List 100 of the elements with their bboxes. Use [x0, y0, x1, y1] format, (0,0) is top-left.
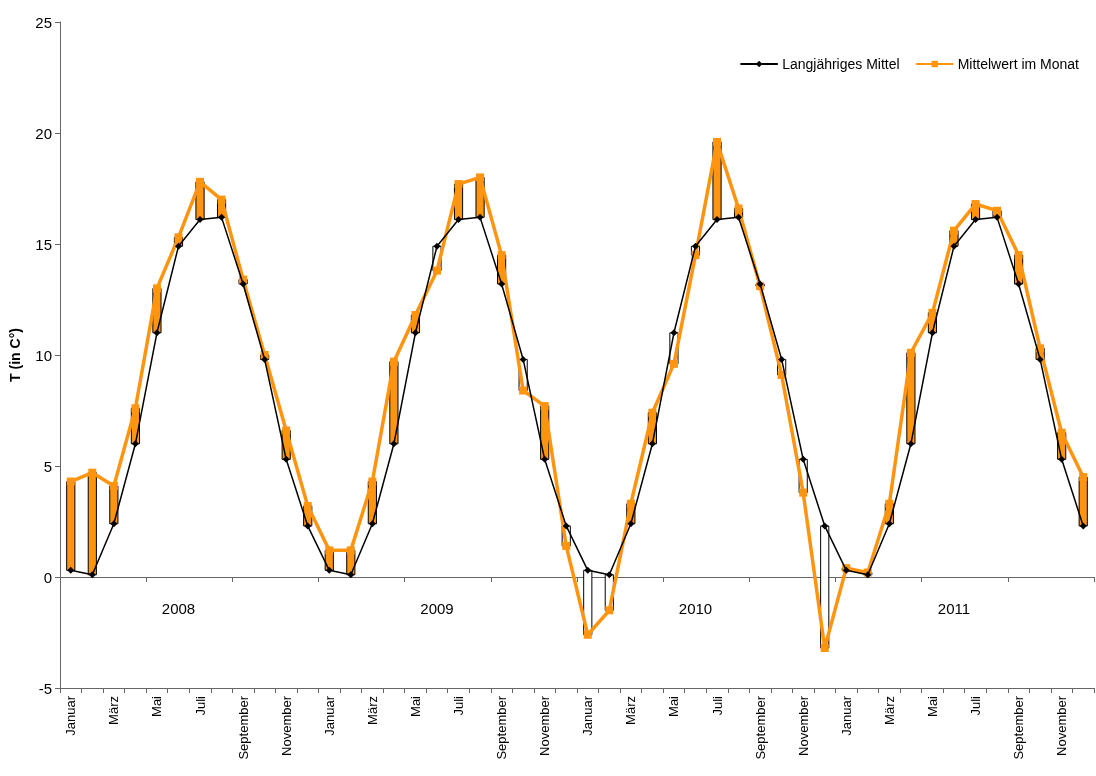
point	[174, 242, 182, 250]
point	[713, 216, 721, 224]
x-tick-label: Juli	[968, 695, 984, 716]
point	[390, 440, 398, 448]
point	[541, 455, 549, 463]
point	[928, 329, 936, 337]
point	[66, 477, 75, 486]
point	[993, 206, 1002, 215]
point	[88, 468, 97, 477]
point	[1015, 280, 1023, 288]
x-tick-label: September	[235, 695, 251, 760]
point	[282, 426, 291, 435]
point	[174, 233, 183, 242]
point	[368, 477, 377, 486]
point	[110, 520, 118, 528]
x-tick-label: November	[278, 695, 294, 756]
x-tick-label: November	[1054, 695, 1070, 756]
x-tick-label: November	[537, 695, 553, 756]
x-tick-label: September	[752, 695, 768, 760]
x-tick-label: März	[623, 696, 639, 725]
legend-label: Mittelwert im Monat	[957, 56, 1080, 72]
x-tick-label: Mai	[407, 695, 423, 717]
point	[303, 501, 312, 510]
point	[562, 522, 570, 530]
x-tick-label: März	[106, 696, 122, 725]
point	[346, 546, 355, 555]
point	[1058, 455, 1066, 463]
point	[713, 137, 722, 146]
point	[626, 499, 635, 508]
point	[691, 242, 699, 250]
point	[109, 481, 118, 490]
x-tick-label: März	[881, 696, 897, 725]
x-tick-label: Januar	[838, 695, 854, 736]
x-tick-label: Januar	[580, 695, 596, 736]
point	[455, 216, 463, 224]
point	[799, 488, 808, 497]
point	[519, 355, 527, 363]
x-tick-label: Mai	[666, 695, 682, 717]
y-tick-label: 15	[35, 235, 52, 253]
legend-label: Langjähriges Mittel	[782, 56, 900, 72]
point	[778, 355, 786, 363]
point	[885, 499, 894, 508]
point	[131, 440, 139, 448]
x-tick-label: Juli	[709, 695, 725, 716]
point	[196, 177, 205, 186]
point	[498, 280, 506, 288]
y-tick-label: 20	[35, 124, 52, 142]
point	[476, 213, 484, 221]
point	[325, 546, 334, 555]
point	[907, 440, 915, 448]
point	[411, 311, 420, 320]
x-tick-label: September	[1011, 695, 1027, 760]
annotation: 2009	[420, 599, 454, 617]
point	[217, 195, 226, 204]
point	[562, 541, 571, 550]
point	[821, 522, 829, 530]
x-tick-label: Mai	[149, 695, 165, 717]
x-tick-label: Mai	[924, 695, 940, 717]
y-axis-title: T (in C°)	[7, 328, 23, 382]
y-tick-label: 5	[43, 457, 52, 475]
point	[411, 329, 419, 337]
point	[218, 213, 226, 221]
point	[1014, 251, 1023, 260]
x-tick-label: Januar	[321, 695, 337, 736]
annotation: 2010	[678, 599, 713, 617]
x-tick-label: März	[364, 696, 380, 725]
y-tick-label: 10	[35, 346, 52, 364]
point	[67, 566, 75, 574]
point	[304, 522, 312, 530]
y-tick-label: 25	[35, 13, 52, 31]
point	[950, 242, 958, 250]
point	[885, 520, 893, 528]
point	[670, 329, 678, 337]
annotation: 2011	[937, 599, 971, 617]
x-tick-label: Januar	[63, 695, 79, 736]
point	[971, 200, 980, 209]
point	[389, 357, 398, 366]
point	[540, 402, 549, 411]
point	[669, 359, 678, 368]
point	[347, 571, 355, 579]
point	[432, 266, 441, 275]
point	[196, 216, 204, 224]
annotation: 2008	[161, 599, 196, 617]
x-tick-label: Juli	[192, 695, 208, 716]
point	[605, 571, 613, 579]
point	[648, 440, 656, 448]
point	[1079, 522, 1087, 530]
point	[454, 180, 463, 189]
point	[497, 251, 506, 260]
y-tick-label: 0	[43, 568, 52, 586]
point	[820, 644, 829, 653]
point	[476, 173, 485, 182]
point	[627, 520, 635, 528]
point	[972, 216, 980, 224]
x-tick-label: November	[795, 695, 811, 756]
point	[1057, 428, 1066, 437]
point	[1036, 355, 1044, 363]
point	[949, 226, 958, 235]
point	[1079, 473, 1088, 482]
point	[153, 329, 161, 337]
